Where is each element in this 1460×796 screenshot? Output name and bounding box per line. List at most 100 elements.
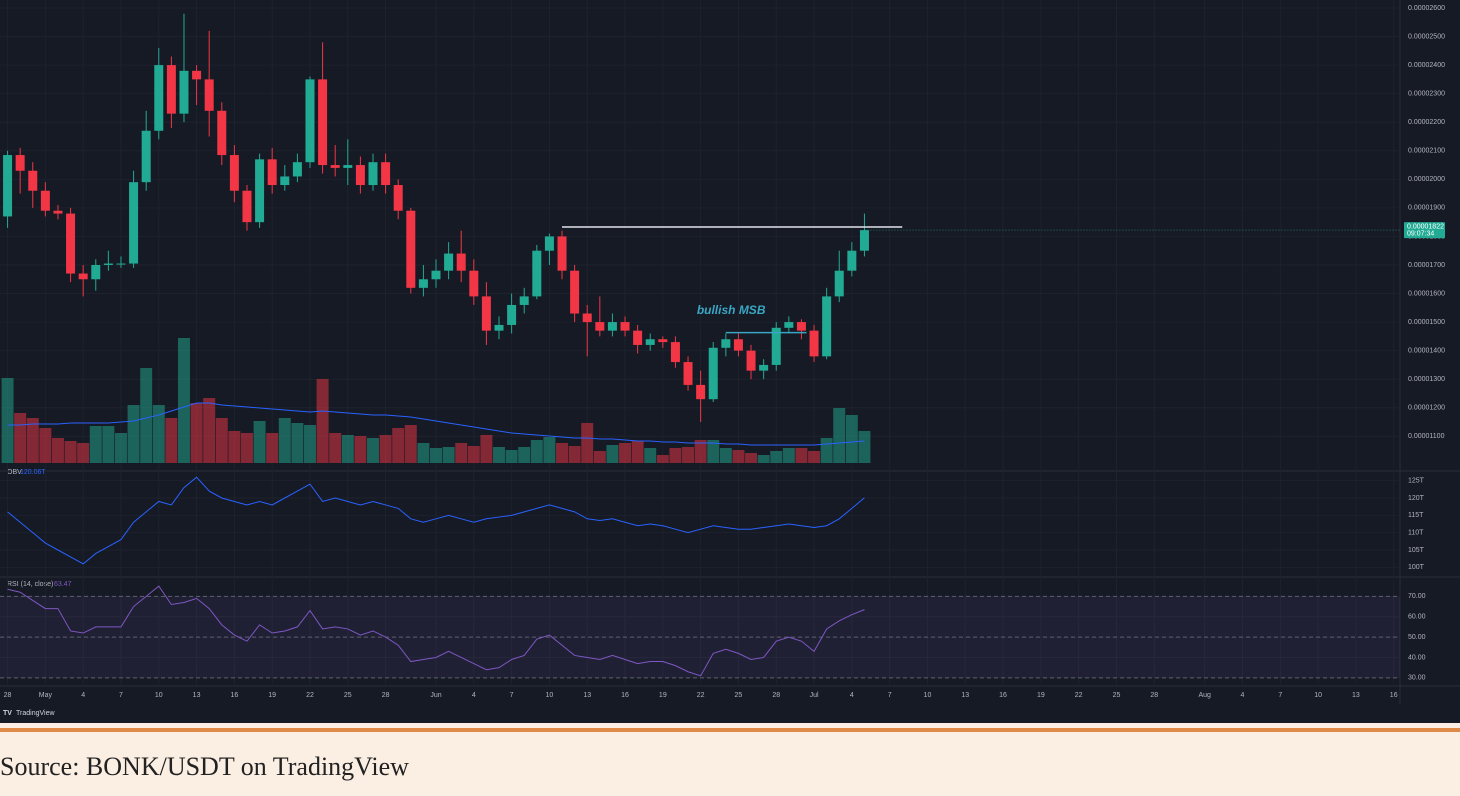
x-tick-label: 25 xyxy=(1113,692,1121,699)
y-tick-label: 0.00002000 xyxy=(1408,176,1445,183)
volume-bar xyxy=(89,426,102,463)
candle-body xyxy=(557,236,567,271)
candle-body xyxy=(166,65,176,114)
volume-bar xyxy=(266,433,279,463)
volume-bar xyxy=(518,447,531,463)
candle-body xyxy=(406,210,416,288)
y-tick-label: 70.00 xyxy=(1408,593,1426,600)
candle-body xyxy=(418,279,428,288)
candle-body xyxy=(721,339,731,348)
candle-body xyxy=(708,347,718,400)
candle-body xyxy=(733,339,743,351)
volume-bar xyxy=(543,437,556,463)
y-tick-label: 30.00 xyxy=(1408,675,1426,682)
candle-body xyxy=(305,79,315,163)
volume-bar xyxy=(581,423,594,463)
x-tick-label: 19 xyxy=(268,692,276,699)
candle-body xyxy=(78,273,88,280)
volume-bar xyxy=(669,448,682,463)
volume-bar xyxy=(707,440,720,463)
x-tick-label: 4 xyxy=(1241,692,1245,699)
volume-bar xyxy=(26,418,39,463)
volume-bar xyxy=(177,338,190,463)
candle-body xyxy=(481,296,491,331)
volume-bar xyxy=(341,435,354,463)
candle-body xyxy=(696,384,706,400)
y-tick-label: 125T xyxy=(1408,478,1425,485)
volume-bar xyxy=(782,448,795,463)
volume-bar xyxy=(304,425,316,463)
caption: Source: BONK/USDT on TradingView xyxy=(0,752,409,781)
y-tick-label: 0.00001700 xyxy=(1408,262,1445,269)
candle-body xyxy=(292,162,302,177)
x-tick-label: 16 xyxy=(230,692,238,699)
x-tick-label: Jun xyxy=(430,692,441,699)
y-tick-label: 50.00 xyxy=(1408,634,1426,641)
y-tick-label: 120T xyxy=(1408,495,1425,502)
candle-body xyxy=(3,155,13,217)
volume-bar xyxy=(152,405,165,463)
candle-body xyxy=(280,176,290,186)
candle-body xyxy=(53,210,63,214)
volume-bar xyxy=(14,413,27,463)
volume-bar xyxy=(455,443,468,463)
volume-bar xyxy=(253,421,266,463)
candle-body xyxy=(507,304,517,325)
volume-ma xyxy=(7,402,865,446)
obv-label: OBV xyxy=(7,469,22,476)
volume-bar xyxy=(64,441,77,463)
brand-logo: TV xyxy=(3,710,12,717)
volume-bar xyxy=(190,403,203,463)
y-tick-label: 105T xyxy=(1408,547,1425,554)
volume-bar xyxy=(114,433,127,463)
candle-body xyxy=(66,213,76,274)
candle-body xyxy=(330,165,340,168)
candle-body xyxy=(544,236,554,251)
candle-body xyxy=(645,339,655,345)
candle-body xyxy=(91,264,101,280)
candle-body xyxy=(255,159,265,223)
candle-body xyxy=(822,296,832,357)
candle-body xyxy=(746,350,756,371)
volume-bar xyxy=(379,435,392,463)
candle-body xyxy=(847,250,857,271)
candle-body xyxy=(809,330,819,357)
candle-body xyxy=(229,155,239,191)
candle-body xyxy=(15,155,25,171)
volume-bar xyxy=(619,443,632,463)
candle-body xyxy=(607,322,617,331)
volume-bar xyxy=(845,415,858,463)
annotation: bullish MSB xyxy=(697,303,766,317)
volume-bar xyxy=(316,379,329,463)
price-tag-countdown: 09:07:34 xyxy=(1407,230,1434,237)
x-tick-label: 13 xyxy=(961,692,969,699)
volume-bar xyxy=(39,428,52,463)
volume-bar xyxy=(228,431,241,463)
candle-body xyxy=(141,130,151,183)
candle-body xyxy=(179,70,189,114)
candle-body xyxy=(217,110,227,156)
volume-bar xyxy=(606,445,619,463)
rsi-value: 63.47 xyxy=(54,581,72,588)
candle-body xyxy=(784,322,794,328)
volume-bar xyxy=(631,441,644,463)
volume-bar xyxy=(770,451,783,463)
x-tick-label: 10 xyxy=(924,692,932,699)
candle-body xyxy=(28,170,38,191)
x-tick-label: 7 xyxy=(888,692,892,699)
candle-body xyxy=(318,79,328,166)
obv-line xyxy=(7,476,865,565)
x-tick-label: 19 xyxy=(1037,692,1045,699)
volume-bar xyxy=(417,443,430,463)
candle-body xyxy=(859,230,869,251)
y-tick-label: 110T xyxy=(1408,530,1424,537)
x-tick-label: 22 xyxy=(1075,692,1083,699)
x-tick-label: 16 xyxy=(1390,692,1398,699)
x-tick-label: 13 xyxy=(583,692,591,699)
obv-value: 120.06T xyxy=(20,469,46,476)
x-tick-label: 25 xyxy=(344,692,352,699)
candle-body xyxy=(519,296,529,305)
volume-bar xyxy=(808,451,821,463)
volume-bar xyxy=(102,426,115,463)
volume-bar xyxy=(127,405,140,463)
